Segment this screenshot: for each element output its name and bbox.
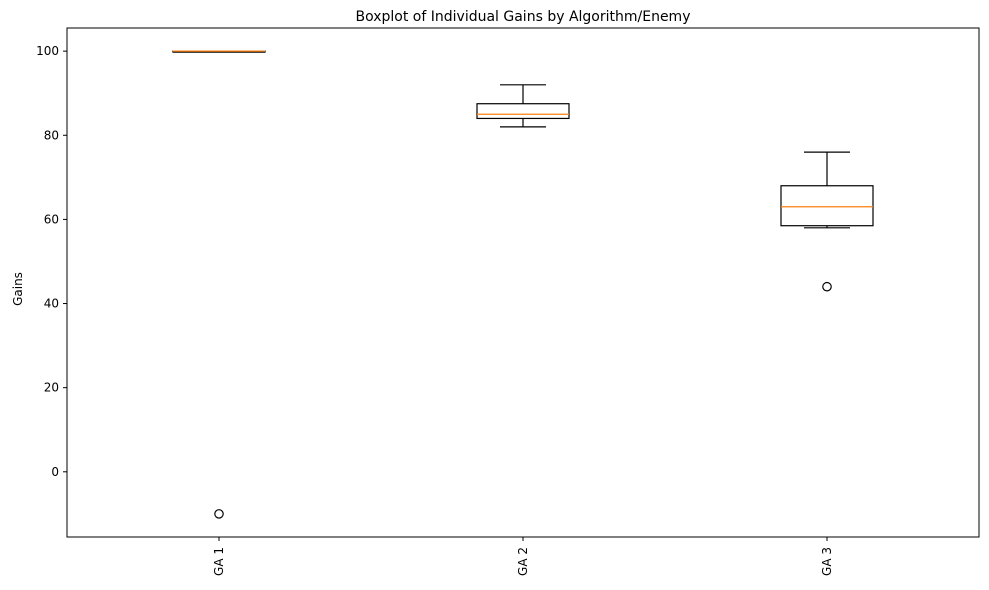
x-tick-label: GA 1 bbox=[212, 547, 226, 576]
y-tick-label: 80 bbox=[44, 128, 59, 142]
plot-frame bbox=[66, 27, 980, 538]
y-tick-label: 0 bbox=[51, 465, 59, 479]
chart-title: Boxplot of Individual Gains by Algorithm… bbox=[356, 9, 691, 25]
outlier-point bbox=[214, 509, 224, 519]
y-tick-label: 40 bbox=[44, 297, 59, 311]
outlier-point bbox=[822, 281, 832, 292]
box-iqr bbox=[780, 185, 874, 227]
y-tick-label: 60 bbox=[44, 212, 59, 226]
y-tick-label: 20 bbox=[44, 381, 59, 395]
x-tick-label: GA 2 bbox=[516, 547, 530, 576]
box-iqr bbox=[476, 103, 570, 120]
x-tick-label: GA 3 bbox=[820, 547, 834, 576]
plot-area: 0 20 40 60 80 100 GA 1 GA 2 GA 3 bbox=[36, 44, 874, 576]
y-tick-label: 100 bbox=[36, 44, 59, 58]
y-axis-label: Gains bbox=[11, 272, 25, 306]
